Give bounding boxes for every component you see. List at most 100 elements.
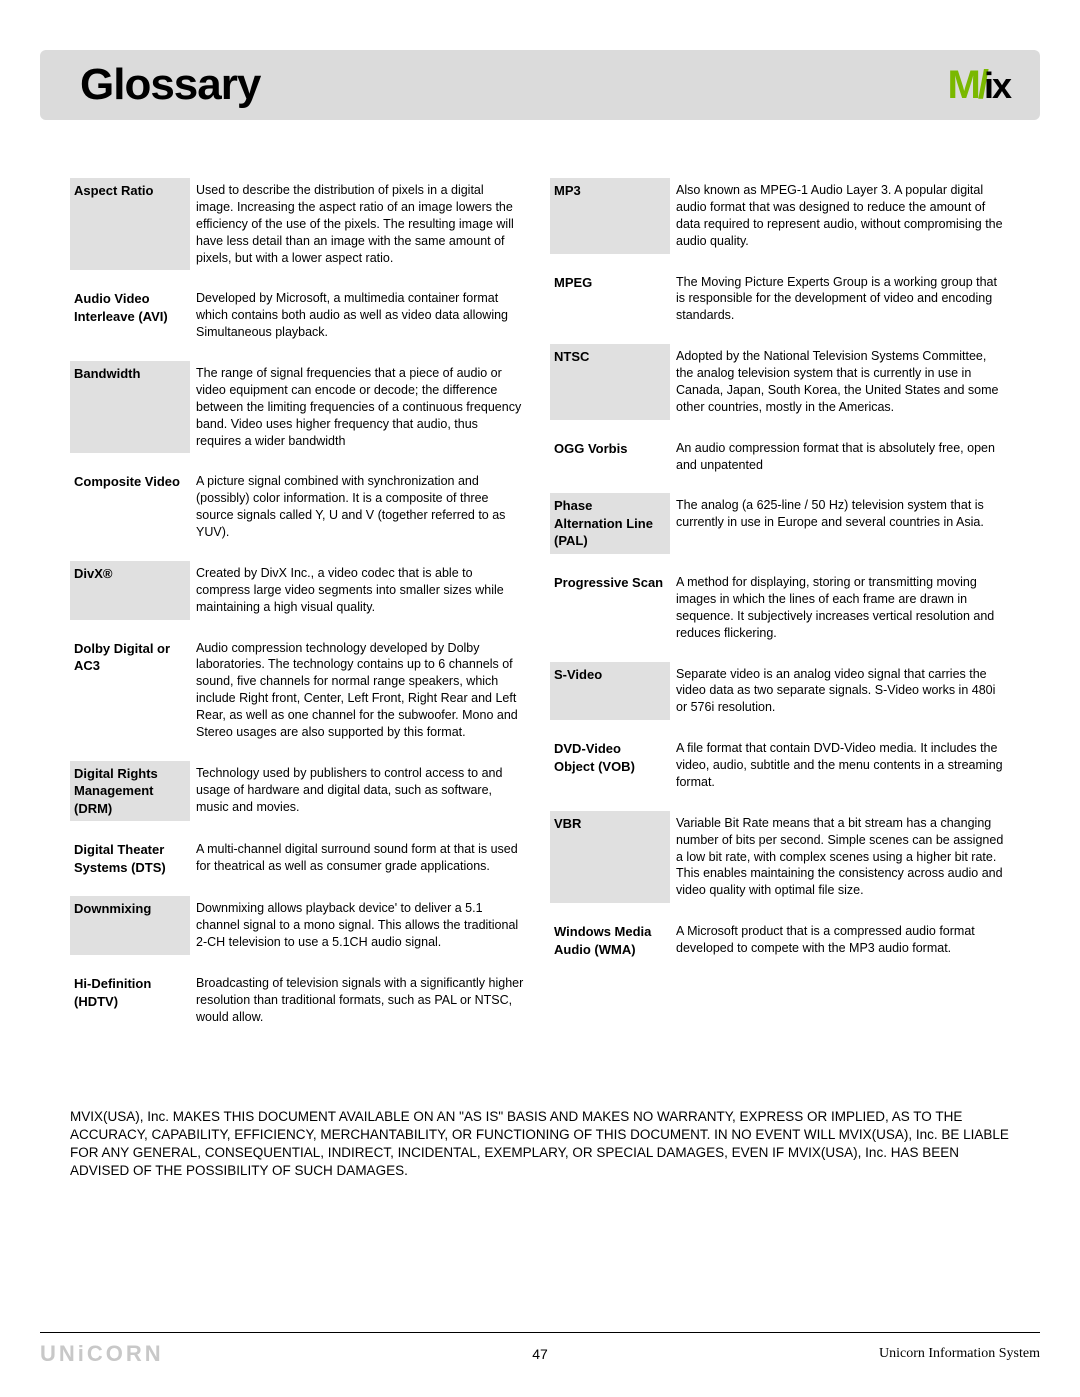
footer-brand: UNiCORN [40,1341,164,1367]
glossary-entry: OGG Vorbis An audio compression format th… [550,428,1010,486]
def-cell: A Microsoft product that is a compressed… [670,919,1010,962]
def-cell: An audio compression format that is abso… [670,436,1010,478]
def-cell: The Moving Picture Experts Group is a wo… [670,270,1010,329]
term-cell: S-Video [550,662,670,721]
term-cell: DVD-Video Object (VOB) [550,736,670,795]
glossary-term: Composite Video [74,473,184,491]
def-cell: Developed by Microsoft, a multimedia con… [190,286,530,345]
def-cell: A method for displaying, storing or tran… [670,570,1010,646]
term-cell: Digital Rights Management (DRM) [70,761,190,822]
term-cell: MP3 [550,178,670,254]
footer-company: Unicorn Information System [879,1346,1040,1362]
def-cell: The analog (a 625-line / 50 Hz) televisi… [670,493,1010,554]
def-cell: Also known as MPEG-1 Audio Layer 3. A po… [670,178,1010,254]
glossary-definition: A Microsoft product that is a compressed… [676,923,1004,957]
glossary-entry: Digital Rights Management (DRM)Technolog… [70,753,530,830]
def-cell: Variable Bit Rate means that a bit strea… [670,811,1010,903]
glossary-definition: A method for displaying, storing or tran… [676,574,1004,642]
glossary-definition: The analog (a 625-line / 50 Hz) televisi… [676,497,1004,531]
glossary-term: Progressive Scan [554,574,664,592]
glossary-entry: VBR Variable Bit Rate means that a bit st… [550,803,1010,911]
term-cell: NTSC [550,344,670,420]
glossary-definition: Broadcasting of television signals with … [196,975,524,1026]
glossary-term: Digital Theater Systems (DTS) [74,841,184,876]
glossary-definition: Audio compression technology developed b… [196,640,524,741]
glossary-term: OGG Vorbis [554,440,664,458]
glossary-entry: Downmixing Downmixing allows playback dev… [70,888,530,963]
term-cell: Digital Theater Systems (DTS) [70,837,190,880]
glossary-term: Aspect Ratio [74,182,184,200]
glossary-entry: Phase Alternation Line (PAL) The analog (… [550,485,1010,562]
glossary-definition: Downmixing allows playback device' to de… [196,900,524,951]
glossary-definition: Separate video is an analog video signal… [676,666,1004,717]
glossary-term: MPEG [554,274,664,292]
glossary-term: DVD-Video Object (VOB) [554,740,664,775]
term-cell: VBR [550,811,670,903]
glossary-entry: MPEG The Moving Picture Experts Group is … [550,262,1010,337]
logo-prefix: M/ [948,63,986,108]
glossary-entry: Composite Video A picture signal combined… [70,461,530,553]
glossary-term: MP3 [554,182,664,200]
glossary-definition: Technology used by publishers to control… [196,765,524,816]
term-cell: Composite Video [70,469,190,545]
def-cell: Audio compression technology developed b… [190,636,530,745]
glossary-entry: BandwidthThe range of signal frequencies… [70,353,530,461]
def-cell: Adopted by the National Television Syste… [670,344,1010,420]
mvix-logo: M/ix [948,63,1010,108]
glossary-entry: Windows Media Audio (WMA) A Microsoft pro… [550,911,1010,970]
glossary-entry: MP3 Also known as MPEG-1 Audio Layer 3. A… [550,170,1010,262]
glossary-term: S-Video [554,666,664,684]
def-cell: The range of signal frequencies that a p… [190,361,530,453]
glossary-term: Dolby Digital or AC3 [74,640,184,675]
def-cell: A multi-channel digital surround sound f… [190,837,530,880]
term-cell: Bandwidth [70,361,190,453]
glossary-definition: Developed by Microsoft, a multimedia con… [196,290,524,341]
glossary-term: DivX® [74,565,184,583]
glossary-definition: A picture signal combined with synchroni… [196,473,524,541]
term-cell: Phase Alternation Line (PAL) [550,493,670,554]
glossary-term: Phase Alternation Line (PAL) [554,497,664,550]
glossary-definition: Created by DivX Inc., a video codec that… [196,565,524,616]
def-cell: Used to describe the distribution of pix… [190,178,530,270]
term-cell: Dolby Digital or AC3 [70,636,190,745]
page-title: Glossary [80,60,260,110]
glossary-entry: DVD-Video Object (VOB) A file format that… [550,728,1010,803]
glossary-term: Hi-Definition (HDTV) [74,975,184,1010]
glossary-content: Aspect Ratio Used to describe the distrib… [40,170,1040,1038]
glossary-definition: The range of signal frequencies that a p… [196,365,524,449]
glossary-column-right: MP3 Also known as MPEG-1 Audio Layer 3. A… [550,170,1010,1038]
glossary-term: Digital Rights Management (DRM) [74,765,184,818]
glossary-entry: Audio Video Interleave (AVI)Developed by… [70,278,530,353]
glossary-term: Downmixing [74,900,184,918]
term-cell: DivX® [70,561,190,620]
def-cell: Downmixing allows playback device' to de… [190,896,530,955]
glossary-entry: Digital Theater Systems (DTS) A multi-cha… [70,829,530,888]
term-cell: Progressive Scan [550,570,670,646]
term-cell: MPEG [550,270,670,329]
term-cell: OGG Vorbis [550,436,670,478]
glossary-term: Windows Media Audio (WMA) [554,923,664,958]
glossary-definition: Adopted by the National Television Syste… [676,348,1004,416]
glossary-definition: A file format that contain DVD-Video med… [676,740,1004,791]
glossary-definition: An audio compression format that is abso… [676,440,1004,474]
glossary-entry: S-Video Separate video is an analog video… [550,654,1010,729]
term-cell: Aspect Ratio [70,178,190,270]
glossary-definition: A multi-channel digital surround sound f… [196,841,524,875]
glossary-entry: Dolby Digital or AC3 Audio compression te… [70,628,530,753]
def-cell: Created by DivX Inc., a video codec that… [190,561,530,620]
glossary-entry: Aspect Ratio Used to describe the distrib… [70,170,530,278]
page-footer: UNiCORN 47 Unicorn Information System [40,1332,1040,1367]
term-cell: Hi-Definition (HDTV) [70,971,190,1030]
glossary-column-left: Aspect Ratio Used to describe the distrib… [70,170,530,1038]
def-cell: Separate video is an analog video signal… [670,662,1010,721]
glossary-term: VBR [554,815,664,833]
glossary-term: NTSC [554,348,664,366]
glossary-entry: Hi-Definition (HDTV) Broadcasting of tele… [70,963,530,1038]
disclaimer-text: MVIX(USA), Inc. MAKES THIS DOCUMENT AVAI… [40,1078,1040,1181]
def-cell: Technology used by publishers to control… [190,761,530,822]
term-cell: Windows Media Audio (WMA) [550,919,670,962]
def-cell: A picture signal combined with synchroni… [190,469,530,545]
def-cell: Broadcasting of television signals with … [190,971,530,1030]
term-cell: Audio Video Interleave (AVI) [70,286,190,345]
page-number: 47 [532,1346,548,1362]
